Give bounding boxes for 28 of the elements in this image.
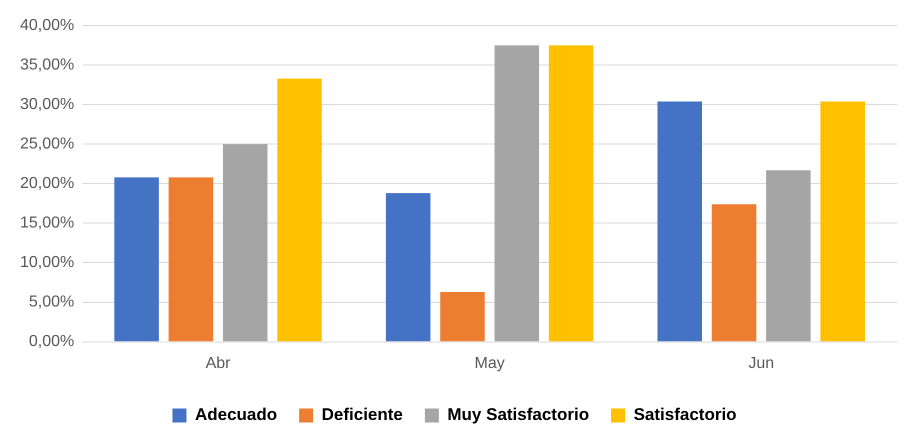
bar <box>820 101 865 342</box>
y-tick-label: 20,00% <box>20 175 74 192</box>
bar <box>494 45 540 342</box>
bar <box>277 78 322 342</box>
bar <box>222 144 268 342</box>
bar <box>657 101 702 342</box>
bar <box>168 177 214 342</box>
legend-label: Satisfactorio <box>634 405 737 424</box>
x-tick-label: Jun <box>748 354 774 372</box>
legend-label: Adecuado <box>194 405 278 424</box>
legend-label: Deficiente <box>322 405 403 424</box>
bar <box>114 177 159 342</box>
legend-label: Muy Satisfactorio <box>447 405 590 424</box>
x-tick-label: Abr <box>206 354 232 372</box>
y-tick-label: 40,00% <box>20 17 74 34</box>
y-tick-label: 35,00% <box>20 56 74 74</box>
x-tick-label: May <box>474 354 505 372</box>
bar <box>386 193 430 342</box>
bar <box>766 170 811 342</box>
bar <box>440 292 485 342</box>
y-tick-label: 15,00% <box>20 214 74 232</box>
y-tick-label: 10,00% <box>20 254 74 272</box>
y-tick-label: 25,00% <box>20 136 74 153</box>
y-tick-label: 5,00% <box>28 294 74 311</box>
bar <box>548 45 594 342</box>
y-tick-label: 0,00% <box>28 333 74 350</box>
bar <box>712 204 756 342</box>
y-tick-label: 30,00% <box>20 96 74 114</box>
